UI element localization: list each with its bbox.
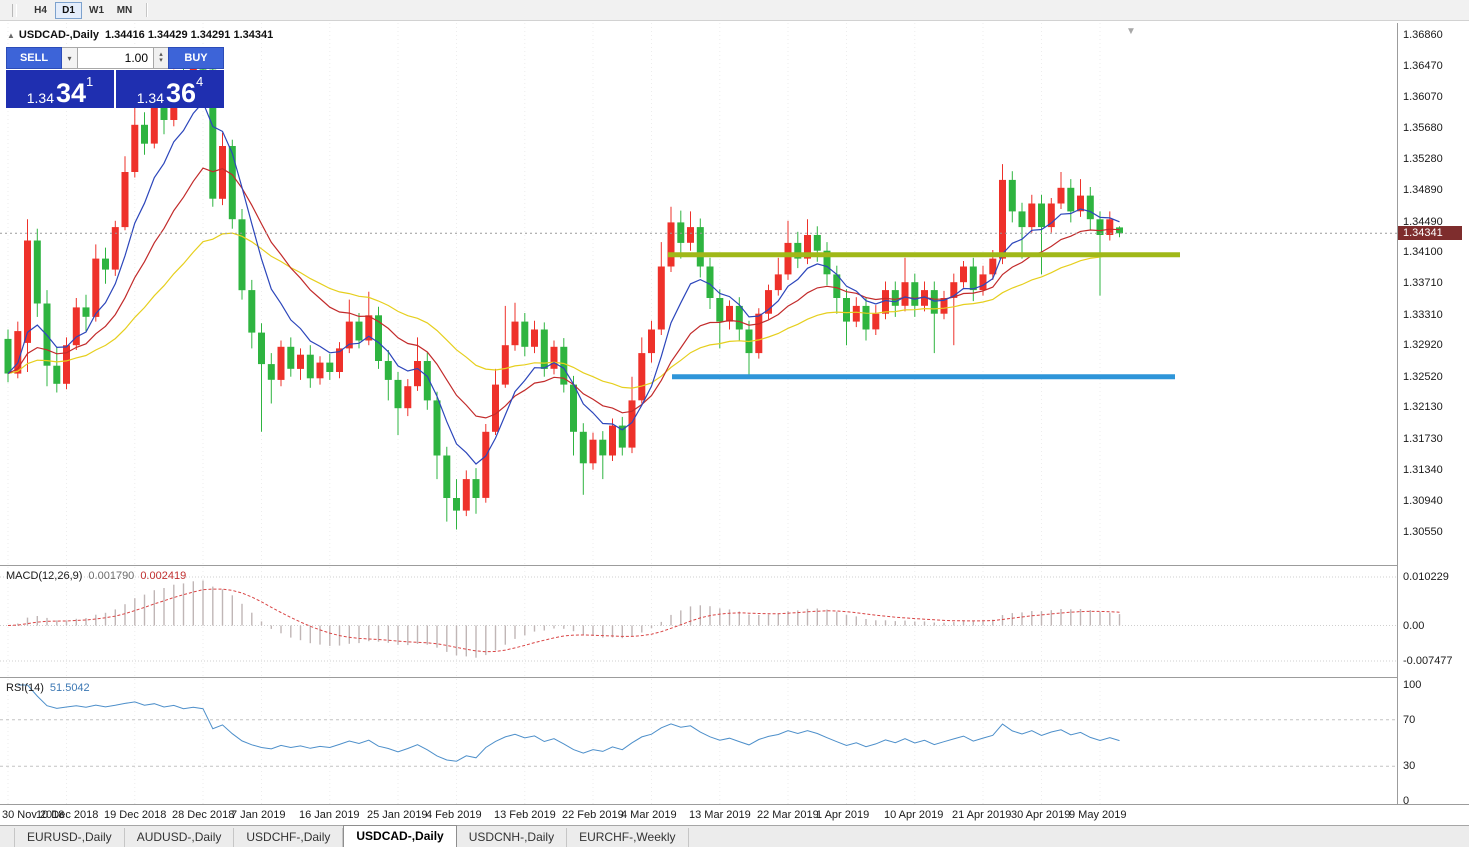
price-scale-label: 1.34890 (1403, 184, 1443, 196)
tab-eurusd-daily[interactable]: EURUSD-,Daily (14, 828, 125, 847)
rsi-label: RSI(14) 51.5042 (6, 682, 90, 694)
timeframe-d1-button[interactable]: D1 (55, 1, 82, 19)
tab-usdchf-daily[interactable]: USDCHF-,Daily (234, 828, 344, 847)
sell-button[interactable]: SELL (6, 47, 62, 69)
macd-scale-label: -0.007477 (1403, 655, 1453, 667)
timeframe-w1-button[interactable]: W1 (83, 2, 110, 19)
buy-price-base: 1.34 (136, 90, 164, 106)
chart-tab-bar: EURUSD-,Daily AUDUSD-,Daily USDCHF-,Dail… (0, 825, 1469, 847)
macd-scale-label: 0.010229 (1403, 571, 1449, 583)
price-scale-label: 1.34100 (1403, 246, 1443, 258)
volume-preset-dropdown[interactable]: ▾ (62, 47, 78, 69)
panel-resize-separator[interactable] (0, 804, 1469, 805)
buy-price-panel[interactable]: 1.34 36 4 (116, 70, 224, 108)
volume-input[interactable]: 1.00 (78, 47, 154, 69)
macd-canvas (0, 567, 1397, 677)
price-scale-label: 1.36470 (1403, 60, 1443, 72)
time-axis-label: 16 Jan 2019 (299, 809, 360, 821)
rsi-value: 51.5042 (49, 682, 90, 694)
macd-main-value: 0.001790 (88, 570, 135, 582)
tab-eurchf-weekly[interactable]: EURCHF-,Weekly (567, 828, 689, 847)
price-scale-label: 1.36070 (1403, 91, 1443, 103)
macd-signal-value: 0.002419 (140, 570, 187, 582)
rsi-scale-label: 0 (1403, 795, 1410, 807)
tab-usdcad-daily[interactable]: USDCAD-,Daily (343, 825, 457, 847)
chevron-down-icon: ▾ (67, 53, 72, 63)
toolbar-grip[interactable] (12, 3, 17, 17)
time-axis-label: 22 Mar 2019 (757, 809, 819, 821)
current-price-tag: 1.34341 (1398, 226, 1462, 240)
sell-price-point: 1 (86, 74, 94, 89)
collapse-triangle-icon[interactable]: ▲ (7, 31, 15, 40)
time-axis-label: 1 Apr 2019 (816, 809, 870, 821)
timeframe-mn-button[interactable]: MN (111, 2, 138, 19)
macd-name: MACD(12,26,9) (6, 570, 83, 582)
sell-price-panel[interactable]: 1.34 34 1 (6, 70, 114, 108)
time-axis-label: 10 Dec 2018 (36, 809, 99, 821)
price-scale-label: 1.32520 (1403, 371, 1443, 383)
rsi-scale-label: 70 (1403, 714, 1416, 726)
time-axis-label: 13 Mar 2019 (689, 809, 751, 821)
time-axis-label: 19 Dec 2018 (104, 809, 167, 821)
time-axis-label: 4 Feb 2019 (426, 809, 482, 821)
macd-scale-label: 0.00 (1403, 620, 1425, 632)
rsi-canvas (0, 679, 1397, 804)
panel-resize-separator[interactable] (0, 565, 1469, 566)
buy-price-pips: 36 (165, 78, 197, 108)
tab-usdcnh-daily[interactable]: USDCNH-,Daily (457, 828, 568, 847)
time-axis-label: 9 May 2019 (1069, 809, 1127, 821)
timeframe-h4-button[interactable]: H4 (27, 2, 54, 19)
rsi-panel[interactable]: RSI(14) 51.5042 (0, 679, 1397, 804)
rsi-scale-label: 100 (1403, 679, 1422, 691)
time-axis-label: 28 Dec 2018 (172, 809, 235, 821)
timeframe-toolbar: H4 D1 W1 MN (0, 0, 1469, 21)
macd-label: MACD(12,26,9) 0.001790 0.002419 (6, 570, 186, 582)
chart-shift-icon[interactable]: ▼ (1126, 26, 1136, 37)
time-axis-label: 25 Jan 2019 (367, 809, 428, 821)
price-scale-label: 1.30940 (1403, 495, 1443, 507)
price-scale-label: 1.30550 (1403, 526, 1443, 538)
price-scale-label: 1.31340 (1403, 464, 1443, 476)
price-scale-label: 1.33310 (1403, 309, 1443, 321)
time-axis-label: 4 Mar 2019 (621, 809, 677, 821)
sell-price-pips: 34 (55, 78, 87, 108)
time-axis-label: 22 Feb 2019 (562, 809, 624, 821)
one-click-trading-panel: SELL ▾ 1.00 ▴ ▾ BUY 1.34 34 1 1.34 36 4 (6, 47, 224, 108)
rsi-scale-label: 30 (1403, 760, 1416, 772)
spin-down-icon[interactable]: ▾ (159, 57, 163, 64)
price-scale[interactable]: 1.34341 1.36860 1.36470 1.36070 1.35680 1.35… (1397, 23, 1469, 807)
price-scale-label: 1.35280 (1403, 153, 1443, 165)
time-axis-label: 7 Jan 2019 (231, 809, 286, 821)
time-axis-label: 21 Apr 2019 (952, 809, 1012, 821)
tab-audusd-daily[interactable]: AUDUSD-,Daily (125, 828, 235, 847)
chart-title: ▲ USDCAD-,Daily 1.34416 1.34429 1.34291 1.… (7, 29, 273, 41)
toolbar-separator (146, 3, 148, 17)
chart-window: ▲ USDCAD-,Daily 1.34416 1.34429 1.34291 1.… (0, 21, 1469, 825)
time-axis-label: 13 Feb 2019 (494, 809, 556, 821)
price-scale-label: 1.31730 (1403, 433, 1443, 445)
buy-button[interactable]: BUY (168, 47, 224, 69)
sell-price-base: 1.34 (26, 90, 54, 106)
buy-price-point: 4 (196, 74, 204, 89)
spin-up-icon[interactable]: ▴ (159, 51, 163, 58)
volume-stepper[interactable]: ▴ ▾ (154, 47, 168, 69)
price-scale-label: 1.32920 (1403, 339, 1443, 351)
price-scale-label: 1.34490 (1403, 216, 1443, 228)
main-price-chart[interactable]: ▲ USDCAD-,Daily 1.34416 1.34429 1.34291 1.… (0, 23, 1397, 564)
time-axis-label: 30 Apr 2019 (1011, 809, 1071, 821)
time-axis-label: 10 Apr 2019 (884, 809, 944, 821)
chart-ohlc-values: 1.34416 1.34429 1.34291 1.34341 (105, 29, 274, 41)
price-scale-label: 1.36860 (1403, 29, 1443, 41)
time-axis[interactable]: 30 Nov 2018 10 Dec 2018 19 Dec 2018 28 Dec … (0, 805, 1397, 825)
time-axis-label: 30 Nov 2018 (2, 809, 65, 821)
price-scale-label: 1.35680 (1403, 122, 1443, 134)
rsi-name: RSI(14) (6, 682, 44, 694)
panel-resize-separator[interactable] (0, 677, 1469, 678)
macd-panel[interactable]: MACD(12,26,9) 0.001790 0.002419 (0, 567, 1397, 677)
price-scale-label: 1.33710 (1403, 277, 1443, 289)
price-scale-label: 1.32130 (1403, 401, 1443, 413)
chart-symbol-label: USDCAD-,Daily (18, 29, 99, 41)
